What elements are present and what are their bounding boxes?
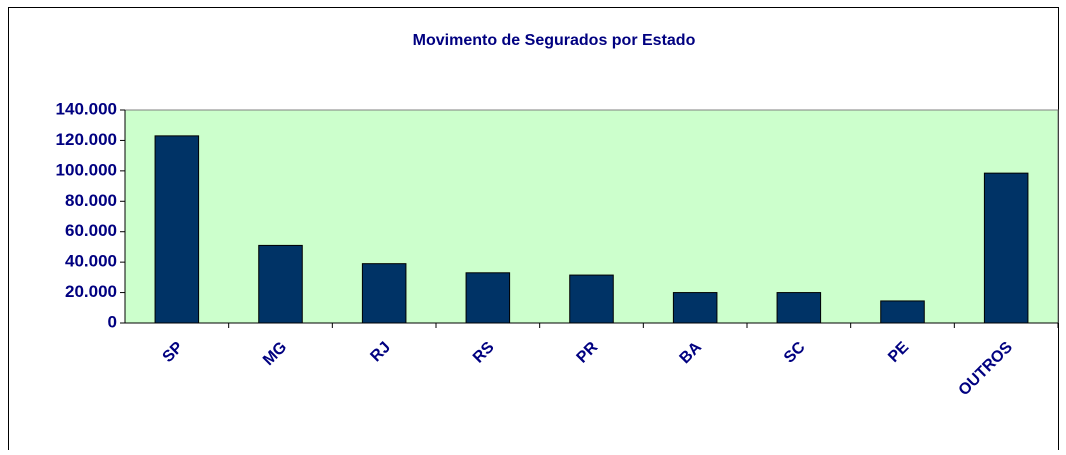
y-tick-label: 60.000 (65, 221, 117, 240)
bar (776, 292, 822, 324)
bar (880, 300, 925, 324)
bar (258, 244, 303, 324)
chart-title: Movimento de Segurados por Estado (413, 32, 696, 49)
bar (465, 272, 511, 324)
y-tick-label: 140.000 (56, 99, 117, 118)
y-tick-label: 0 (108, 312, 117, 331)
y-tick-label: 100.000 (56, 160, 117, 179)
y-tick-label: 120.000 (56, 130, 117, 149)
bar (983, 172, 1029, 324)
bar (154, 135, 200, 324)
bar (361, 263, 407, 324)
y-tick-label: 40.000 (65, 252, 117, 271)
y-tick-label: 20.000 (65, 282, 117, 301)
bar (672, 292, 718, 324)
bar (569, 274, 614, 324)
y-tick-label: 80.000 (65, 191, 117, 210)
